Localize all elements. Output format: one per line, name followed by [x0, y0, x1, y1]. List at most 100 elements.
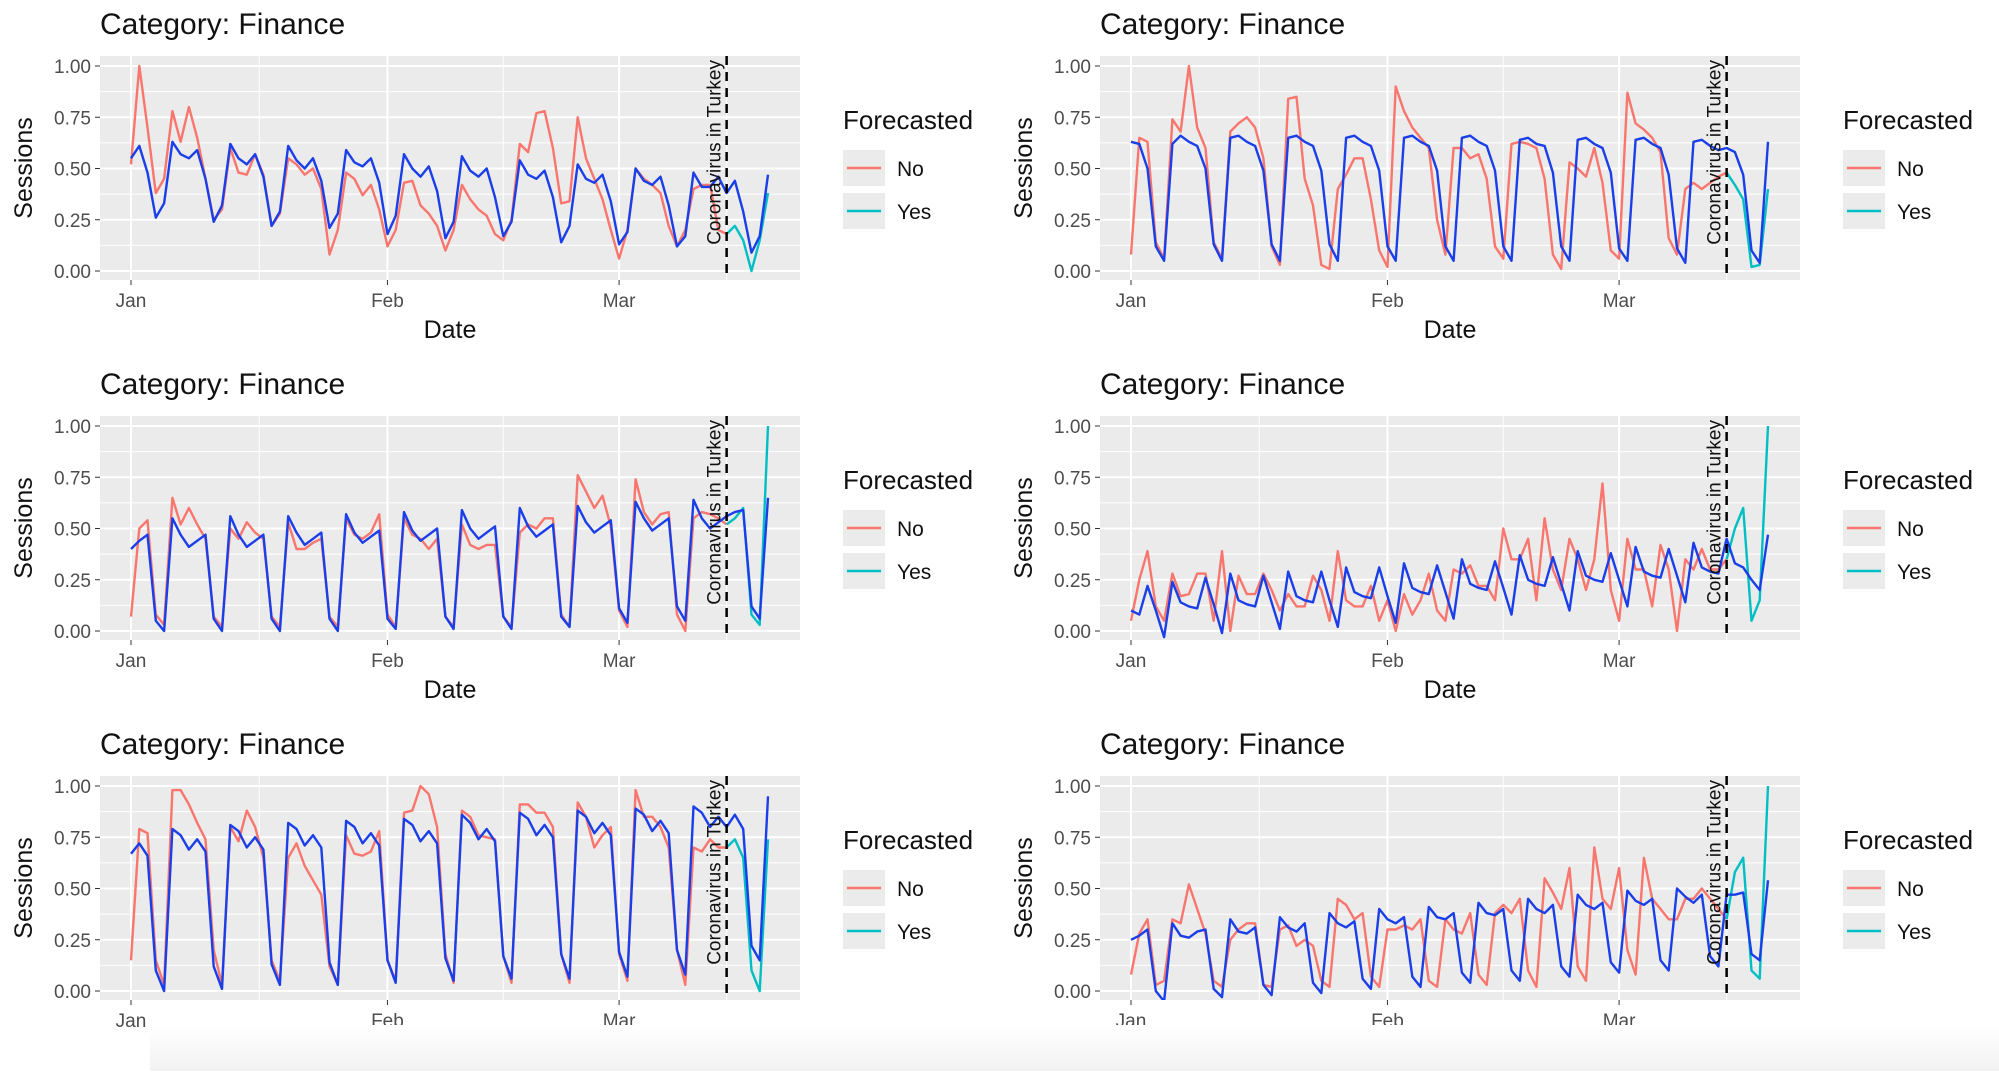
y-tick-label: 0.00: [1054, 262, 1091, 283]
y-tick-label: 0.50: [1054, 160, 1091, 181]
y-tick-label: 0.75: [1054, 108, 1091, 129]
chart-title: Category: Finance: [100, 728, 345, 761]
y-tick-label: 0.75: [54, 828, 91, 849]
y-axis-title: Sessions: [1010, 837, 1038, 938]
legend-label-no: No: [1897, 878, 1924, 901]
x-tick-label: Jan: [116, 651, 147, 672]
event-label: Coronavirus in Turkey: [1705, 60, 1726, 245]
event-label: Coronavirus in Turkey: [705, 420, 726, 605]
x-tick-label: Mar: [603, 651, 636, 672]
x-tick-label: Mar: [603, 291, 636, 312]
legend-title: Forecasted: [843, 105, 973, 135]
legend: Forecasted No Yes: [1843, 465, 1973, 589]
legend: Forecasted No Yes: [843, 825, 973, 949]
legend-title: Forecasted: [1843, 825, 1973, 855]
y-tick-label: 0.50: [54, 880, 91, 901]
legend-label-no: No: [897, 518, 924, 541]
series-group: [129, 64, 770, 273]
x-tick-label: Jan: [1116, 651, 1147, 672]
series-line-fitted: [130, 796, 770, 993]
chart-svg: Category: Finance 0.00 0.25 0.50 0.75 1.00 Jan…: [1010, 368, 1973, 704]
chart-title: Category: Finance: [1100, 728, 1345, 761]
y-tick-label: 0.50: [1054, 520, 1091, 541]
y-tick-label: 0.50: [54, 520, 91, 541]
series-line-fitted: [130, 140, 770, 254]
series-line-no: [1129, 846, 1728, 989]
chart-svg: Category: Finance0.000.250.500.751.00Jan…: [10, 728, 973, 1064]
series-line-yes: [1725, 425, 1770, 622]
y-tick-label: 0.00: [54, 262, 91, 283]
y-tick-label: 0.25: [54, 211, 91, 232]
legend-label-yes: Yes: [1897, 201, 1931, 224]
series-line-fitted: [1130, 880, 1770, 1000]
y-axis-title: Sessions: [10, 837, 38, 938]
x-tick-label: Jan: [116, 291, 147, 312]
x-axis-title: Date: [1424, 316, 1477, 344]
legend-label-no: No: [897, 878, 924, 901]
x-axis-title: Date: [424, 676, 477, 704]
y-tick-label: 0.25: [1054, 571, 1091, 592]
x-axis-title: Date: [424, 316, 477, 344]
y-tick-label: 0.50: [54, 160, 91, 181]
event-label: Coronavirus in Turkey: [1705, 780, 1726, 965]
series-group: [129, 425, 770, 633]
y-tick-label: 0.00: [1054, 622, 1091, 643]
chart-panel-4: Category: Finance 0.00 0.25 0.50 0.75 1.00 Jan…: [1000, 360, 1999, 717]
series-line-yes: [725, 838, 770, 993]
series-group: [129, 784, 770, 993]
x-tick-label: Feb: [1371, 651, 1404, 672]
x-tick-label: Jan: [116, 1011, 147, 1032]
chart-panel-1: Category: Finance 0.00 0.25 0.50 0.75 1.00 Jan…: [0, 0, 1000, 357]
y-tick-label: 0.75: [54, 108, 91, 129]
y-tick-label: 0.25: [54, 571, 91, 592]
y-tick-label: 1.00: [1054, 777, 1091, 798]
y-tick-label: 0.50: [1054, 880, 1091, 901]
chart-svg: Category: Finance0.000.250.500.751.00Jan…: [10, 368, 973, 704]
legend-title: Forecasted: [1843, 105, 1973, 135]
y-tick-label: 0.25: [1054, 931, 1091, 952]
y-tick-label: 0.25: [1054, 211, 1091, 232]
chart-svg: Category: Finance 0.00 0.25 0.50 0.75 1.00 Jan…: [1010, 8, 1973, 344]
x-tick-label: Jan: [1116, 291, 1147, 312]
y-axis-title: Sessions: [1010, 477, 1038, 578]
legend: Forecasted No Yes: [843, 105, 973, 229]
chart-title: Category: Finance: [1100, 368, 1345, 401]
chart-panel-6: Category: Finance 0.00 0.25 0.50 0.75 1.00 Jan…: [1000, 720, 1999, 1077]
legend-label-no: No: [1897, 158, 1924, 181]
chart-title: Category: Finance: [100, 8, 345, 41]
chart-title: Category: Finance: [100, 368, 345, 401]
series-group: [1129, 425, 1770, 639]
legend: Forecasted No Yes: [843, 465, 973, 589]
series-line-fitted: [1130, 134, 1770, 264]
event-label: Coronavirus in Turkey: [705, 60, 726, 245]
legend-label-no: No: [1897, 518, 1924, 541]
legend-label-yes: Yes: [897, 201, 931, 224]
legend-label-yes: Yes: [897, 561, 931, 584]
y-tick-label: 0.25: [54, 931, 91, 952]
legend: Forecasted No Yes: [1843, 105, 1973, 229]
y-tick-label: 1.00: [1054, 57, 1091, 78]
event-label: Coronavirus in Turkey: [1705, 420, 1726, 605]
y-tick-label: 1.00: [1054, 417, 1091, 438]
y-tick-label: 0.00: [54, 622, 91, 643]
x-tick-label: Mar: [1603, 291, 1636, 312]
legend-label-yes: Yes: [1897, 561, 1931, 584]
y-axis-title: Sessions: [10, 117, 38, 218]
x-axis-title: Date: [1424, 676, 1477, 704]
y-tick-label: 0.75: [1054, 468, 1091, 489]
x-tick-label: Feb: [371, 291, 404, 312]
y-tick-label: 0.00: [54, 982, 91, 1003]
chart-svg: Category: Finance0.000.250.500.751.00Jan…: [10, 8, 973, 344]
series-group: [1129, 785, 1770, 1000]
legend-label-yes: Yes: [1897, 921, 1931, 944]
y-axis-title: Sessions: [1010, 117, 1038, 218]
x-tick-label: Feb: [371, 651, 404, 672]
event-label: Coronavirus in Turkey: [705, 780, 726, 965]
chart-panel-5: Category: Finance 0.00 0.25 0.50 0.75 1.00 Jan…: [0, 720, 1000, 1077]
y-tick-label: 1.00: [54, 417, 91, 438]
chart-svg: Category: Finance0.000.250.500.751.00Jan…: [1010, 728, 1973, 1064]
chart-title: Category: Finance: [1100, 8, 1345, 41]
chart-panel-2: Category: Finance 0.00 0.25 0.50 0.75 1.00 Jan…: [1000, 0, 1999, 357]
legend: Forecasted No Yes: [1843, 825, 1973, 949]
